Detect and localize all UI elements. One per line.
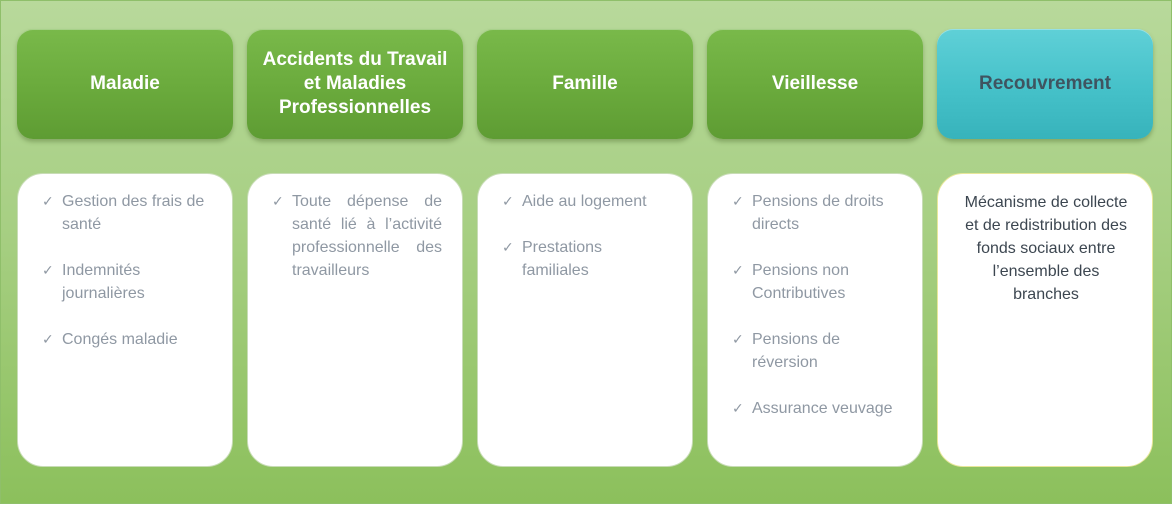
checkmark-icon: ✓ <box>42 331 54 347</box>
list-item: ✓ Indemnités journalières <box>42 259 212 305</box>
list-item-text: Pensions non Contributives <box>752 262 849 302</box>
list-item: ✓ Pensions non Contributives <box>732 259 902 305</box>
list-item-text: Aide au logement <box>522 193 647 210</box>
header-title: Famille <box>552 73 618 94</box>
description-text: Mécanisme de collecte et de redistributi… <box>964 194 1128 303</box>
card-maladie: ✓ Gestion des frais de santé ✓ Indemnité… <box>17 173 233 467</box>
checkmark-icon: ✓ <box>42 262 54 278</box>
list-item-text: Assurance veuvage <box>752 400 893 417</box>
checkmark-icon: ✓ <box>42 193 54 209</box>
column-famille: Famille ✓ Aide au logement ✓ Prestations… <box>477 1 693 505</box>
list-item-text: Pensions de réversion <box>752 331 841 371</box>
list-item-text: Congés maladie <box>62 331 178 348</box>
list-item-text: Prestations familiales <box>522 239 603 279</box>
checkmark-icon: ✓ <box>732 400 744 416</box>
list-item-text: Pensions de droits directs <box>752 193 884 233</box>
column-maladie: Maladie ✓ Gestion des frais de santé ✓ I… <box>17 1 233 505</box>
header-recouvrement: Recouvrement <box>937 29 1153 139</box>
checkmark-icon: ✓ <box>732 262 744 278</box>
checkmark-icon: ✓ <box>272 193 284 209</box>
header-title: Vieillesse <box>771 73 859 94</box>
list-item: ✓ Gestion des frais de santé <box>42 190 212 236</box>
header-famille: Famille <box>477 29 693 139</box>
checkmark-icon: ✓ <box>732 193 744 209</box>
list-item: ✓ Prestations familiales <box>502 236 672 282</box>
column-recouvrement: Recouvrement Mécanisme de collecte et de… <box>937 1 1153 505</box>
list-item: ✓ Pensions de droits directs <box>732 190 902 236</box>
header-maladie: Maladie <box>17 29 233 139</box>
checkmark-icon: ✓ <box>732 331 744 347</box>
list-item: ✓ Assurance veuvage <box>732 397 902 420</box>
card-vieillesse: ✓ Pensions de droits directs ✓ Pensions … <box>707 173 923 467</box>
list-item: ✓ Toute dépense de santé lié à l’activit… <box>272 190 442 282</box>
list-item-text: Indemnités journalières <box>62 262 145 302</box>
header-title: Maladie <box>90 73 160 94</box>
checkmark-icon: ✓ <box>502 193 514 209</box>
card-recouvrement: Mécanisme de collecte et de redistributi… <box>937 173 1153 467</box>
column-accidents-travail: Accidents du Travail et Maladies Profess… <box>247 1 463 505</box>
list-item: ✓ Aide au logement <box>502 190 672 213</box>
header-accidents-travail: Accidents du Travail et Maladies Profess… <box>247 29 463 139</box>
list-item: ✓ Congés maladie <box>42 328 212 351</box>
card-famille: ✓ Aide au logement ✓ Prestations familia… <box>477 173 693 467</box>
list-item-text: Toute dépense de santé lié à l’activité … <box>292 193 442 279</box>
list-item: ✓ Pensions de réversion <box>732 328 902 374</box>
header-title: Accidents du Travail et Maladies Profess… <box>262 49 448 118</box>
card-accidents-travail: ✓ Toute dépense de santé lié à l’activit… <box>247 173 463 467</box>
header-title: Recouvrement <box>979 73 1111 94</box>
list-item-text: Gestion des frais de santé <box>62 193 205 233</box>
checkmark-icon: ✓ <box>502 239 514 255</box>
column-vieillesse: Vieillesse ✓ Pensions de droits directs … <box>707 1 923 505</box>
header-vieillesse: Vieillesse <box>707 29 923 139</box>
